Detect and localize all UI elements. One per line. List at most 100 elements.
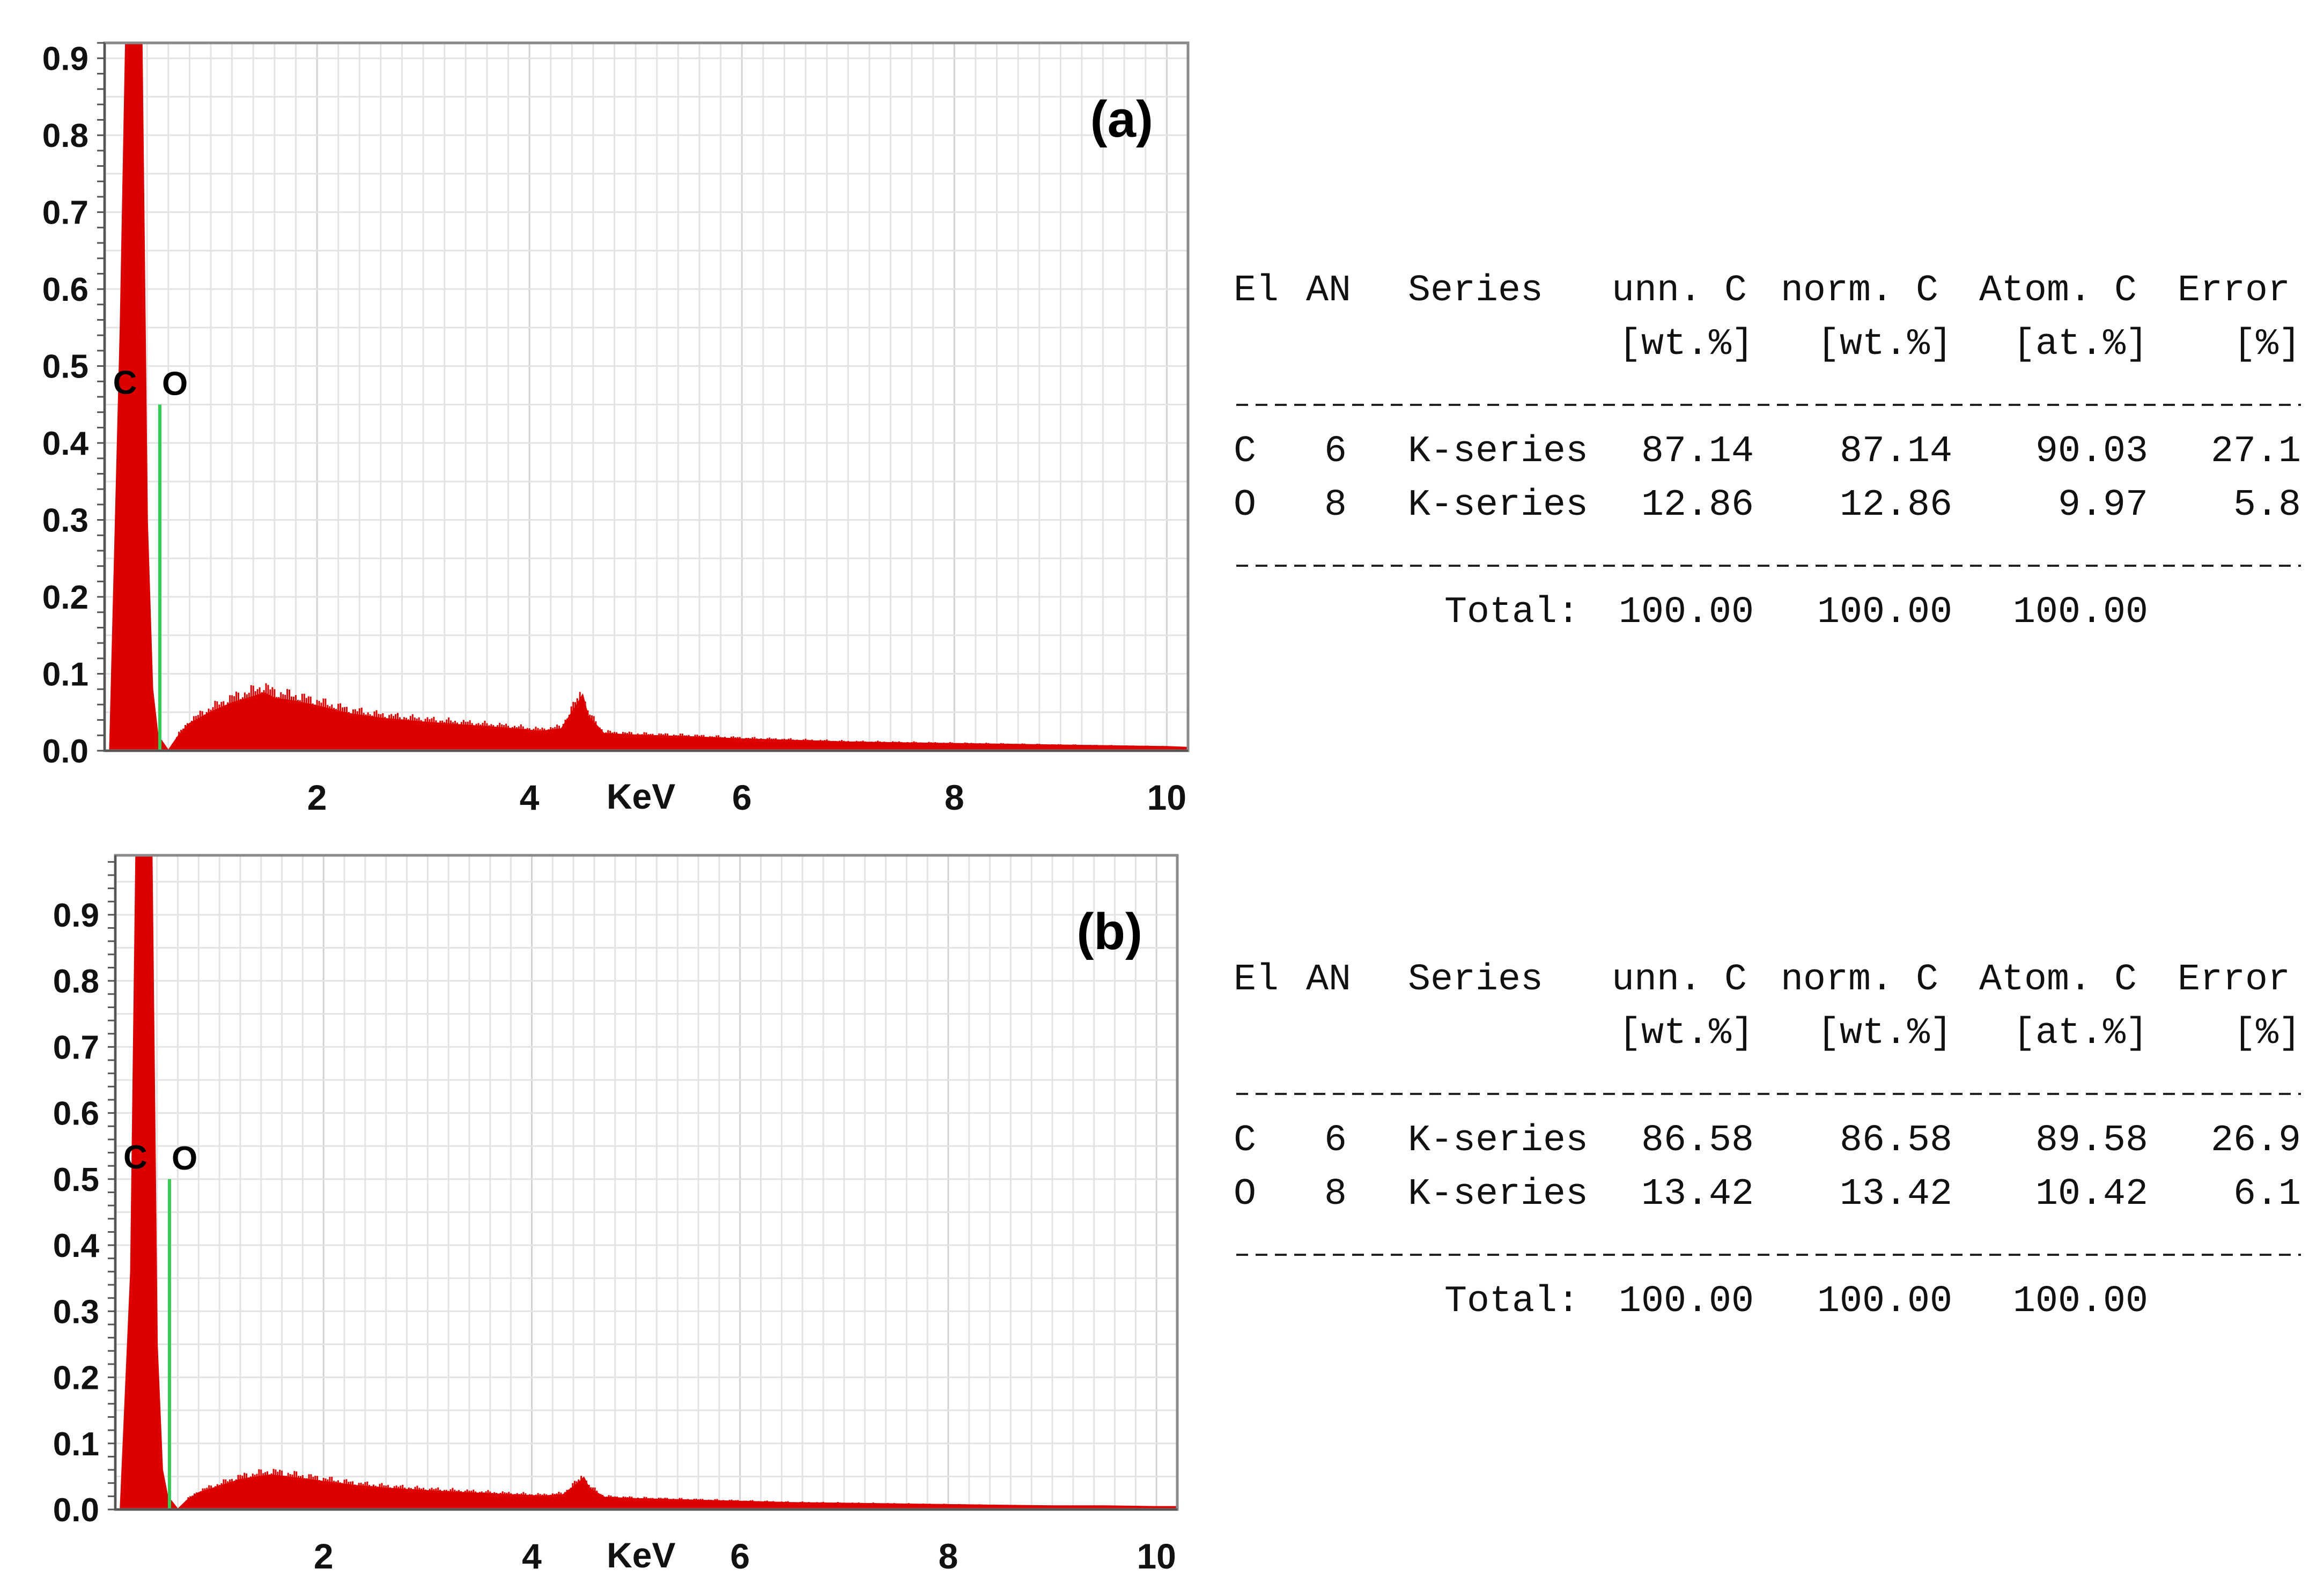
- y-tick-label: 0.8: [53, 963, 99, 1000]
- y-tick-label: 0.3: [53, 1293, 99, 1330]
- plot-area: [115, 855, 1177, 1509]
- panel-label: (b): [1076, 903, 1142, 960]
- table-cell: 87.14: [1840, 431, 1952, 473]
- y-tick-label: 0.2: [53, 1360, 99, 1397]
- table-cell: K-series: [1408, 431, 1588, 473]
- x-tick-label: 6: [732, 778, 752, 817]
- table-total-value: 100.00: [1817, 591, 1952, 634]
- table-cell: 86.58: [1641, 1120, 1754, 1162]
- table-total-value: 100.00: [1619, 1281, 1754, 1323]
- x-tick-label: 2: [307, 778, 327, 817]
- table-unit-5: [at.%]: [2013, 323, 2148, 366]
- marker-label-o: O: [162, 365, 188, 402]
- table-unit-6: [%]: [2233, 1012, 2301, 1055]
- x-tick-label: 10: [1147, 778, 1186, 817]
- table-cell: 6: [1324, 431, 1347, 473]
- table-cell: K-series: [1408, 484, 1588, 527]
- table-unit-6: [%]: [2233, 323, 2301, 366]
- table-cell: 87.14: [1641, 431, 1754, 473]
- table-header-6: Error: [2178, 270, 2290, 312]
- table-cell: 12.86: [1641, 484, 1754, 527]
- x-tick-label: 4: [520, 778, 540, 817]
- table-header-4: norm. C: [1781, 959, 1938, 1001]
- grid: [105, 43, 1189, 751]
- table-cell: 6: [1324, 1120, 1347, 1162]
- table-cell: C: [1234, 1120, 1256, 1162]
- table-total-label: Total:: [1444, 1281, 1580, 1323]
- table-cell: 12.86: [1840, 484, 1952, 527]
- table-cell: K-series: [1408, 1173, 1588, 1216]
- table-header-5: Atom. C: [1979, 270, 2137, 312]
- marker-label-o: O: [172, 1140, 197, 1177]
- table-cell: 9.97: [2058, 484, 2148, 527]
- table-unit-4: [wt.%]: [1817, 1012, 1952, 1055]
- table-total-value: 100.00: [2013, 591, 2148, 634]
- y-tick-label: 0.0: [53, 1492, 99, 1529]
- table-cell: 6.1: [2233, 1173, 2301, 1216]
- table-header-0: El: [1234, 270, 1279, 312]
- chart-panel-a: C O 0.0 0.1 0.2 0.3 0.4 0.5 0.6 0.7 0.8 0.9 2 4 6 8 10 Ke…: [42, 41, 1190, 817]
- table-total-value: 100.00: [2013, 1281, 2148, 1323]
- marker-label-c: C: [123, 1139, 147, 1176]
- x-tick-label: 10: [1137, 1536, 1176, 1576]
- table-cell: K-series: [1408, 1120, 1588, 1162]
- table-cell: O: [1234, 484, 1256, 527]
- table-total-label: Total:: [1444, 591, 1580, 634]
- table-cell: 10.42: [2035, 1173, 2148, 1216]
- y-tick-label: 0.5: [42, 349, 88, 386]
- table-header-3: unn. C: [1612, 959, 1747, 1001]
- table-cell: 8: [1324, 484, 1347, 527]
- x-tick-label: 6: [730, 1536, 750, 1576]
- table-cell: 8: [1324, 1173, 1347, 1216]
- y-tick-label: 0.8: [42, 117, 88, 154]
- y-tick-label: 0.1: [42, 656, 88, 693]
- table-cell: 13.42: [1641, 1173, 1754, 1216]
- x-axis-label: KeV: [607, 776, 675, 816]
- table-cell: O: [1234, 1173, 1256, 1216]
- table-cell: 86.58: [1840, 1120, 1952, 1162]
- x-tick-label: 4: [522, 1536, 542, 1576]
- y-tick-label: 0.5: [53, 1161, 99, 1198]
- y-tick-label: 0.4: [42, 425, 89, 462]
- table-unit-3: [wt.%]: [1619, 323, 1754, 366]
- table-header-3: unn. C: [1612, 270, 1747, 312]
- table-header-4: norm. C: [1781, 270, 1938, 312]
- table-unit-3: [wt.%]: [1619, 1012, 1754, 1055]
- table-header-0: El: [1234, 959, 1279, 1001]
- marker-label-c: C: [113, 364, 137, 401]
- table-unit-4: [wt.%]: [1817, 323, 1952, 366]
- panel-label: (a): [1090, 91, 1153, 148]
- table-total-value: 100.00: [1817, 1281, 1952, 1323]
- y-tick-label: 0.4: [53, 1227, 100, 1264]
- y-tick-label: 0.1: [53, 1426, 99, 1463]
- table-cell: 26.9: [2211, 1120, 2301, 1162]
- y-tick-label: 0.3: [42, 502, 88, 539]
- table-header-2: Series: [1408, 959, 1543, 1001]
- table-unit-5: [at.%]: [2013, 1012, 2148, 1055]
- table-header-2: Series: [1408, 270, 1543, 312]
- table-header-6: Error: [2178, 959, 2290, 1001]
- results-table-a: El AN Series unn. C norm. C Atom. C Error [wt.%…: [1234, 270, 2301, 634]
- y-tick-label: 0.2: [42, 579, 88, 616]
- table-cell: 89.58: [2035, 1120, 2148, 1162]
- plot-area: [105, 43, 1188, 751]
- table-cell: 5.8: [2233, 484, 2301, 527]
- table-cell: C: [1234, 431, 1256, 473]
- y-tick-label: 0.7: [53, 1029, 99, 1066]
- y-tick-label: 0.9: [53, 897, 99, 934]
- table-header-5: Atom. C: [1979, 959, 2137, 1001]
- x-tick-label: 8: [939, 1536, 958, 1576]
- y-tick-label: 0.6: [42, 271, 88, 308]
- x-tick-label: 8: [945, 778, 964, 817]
- y-tick-label: 0.9: [42, 41, 88, 78]
- table-cell: 27.1: [2211, 431, 2301, 473]
- y-tick-label: 0.6: [53, 1096, 99, 1133]
- y-tick-label: 0.0: [42, 733, 88, 770]
- y-tick-label: 0.7: [42, 195, 88, 232]
- table-cell: 13.42: [1840, 1173, 1952, 1216]
- table-cell: 90.03: [2035, 431, 2148, 473]
- results-table-b: El AN Series unn. C norm. C Atom. C Error [wt.%…: [1234, 959, 2301, 1323]
- table-header-1: AN: [1306, 270, 1351, 312]
- x-tick-label: 2: [314, 1536, 334, 1576]
